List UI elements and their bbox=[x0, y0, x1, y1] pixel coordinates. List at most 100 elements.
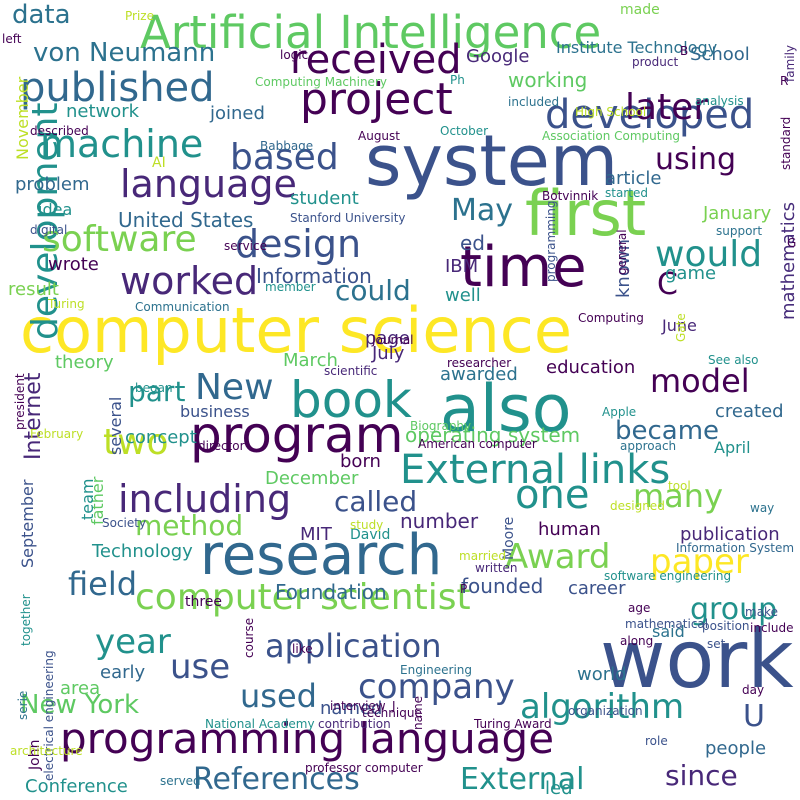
cloud-word: use bbox=[170, 647, 231, 687]
cloud-word: professor computer bbox=[305, 761, 423, 775]
cloud-word: von Neumann bbox=[33, 38, 216, 68]
cloud-word: including bbox=[118, 477, 292, 521]
cloud-word: like bbox=[292, 642, 313, 656]
cloud-word: company bbox=[358, 667, 515, 707]
cloud-word: approach bbox=[620, 439, 677, 453]
cloud-word: Gate bbox=[674, 313, 688, 342]
cloud-word: member bbox=[265, 280, 316, 294]
cloud-word: October bbox=[440, 124, 489, 138]
cloud-word: world bbox=[577, 664, 627, 685]
cloud-word: time bbox=[460, 235, 587, 300]
cloud-word: joined bbox=[210, 103, 265, 124]
cloud-word: set bbox=[707, 637, 726, 651]
cloud-word: mathematics bbox=[778, 201, 799, 320]
cloud-word: working bbox=[508, 68, 588, 92]
cloud-word: people bbox=[705, 738, 767, 759]
cloud-word: Google bbox=[466, 46, 530, 67]
cloud-word: MIT bbox=[300, 524, 332, 545]
cloud-word: described bbox=[30, 124, 89, 138]
cloud-word: since bbox=[665, 759, 738, 792]
cloud-word: several bbox=[106, 396, 125, 455]
cloud-word: married bbox=[459, 549, 507, 563]
cloud-word: September bbox=[18, 479, 37, 568]
cloud-word: Journal bbox=[372, 333, 414, 347]
cloud-word: July bbox=[372, 343, 405, 364]
cloud-word: received bbox=[290, 37, 462, 83]
cloud-word: based bbox=[230, 137, 339, 178]
cloud-word: many bbox=[633, 477, 723, 515]
cloud-word: digital bbox=[30, 223, 68, 237]
cloud-word: Botvinnik bbox=[542, 189, 599, 203]
cloud-word: data bbox=[12, 0, 71, 30]
cloud-word: J bbox=[392, 699, 396, 713]
cloud-word: idea bbox=[38, 200, 73, 219]
cloud-word: three bbox=[185, 594, 223, 610]
cloud-word: led bbox=[545, 778, 573, 799]
cloud-word: used bbox=[240, 677, 317, 715]
cloud-word: David bbox=[350, 527, 391, 543]
cloud-word: area bbox=[60, 678, 101, 699]
cloud-word: program bbox=[190, 406, 404, 464]
cloud-word: architecture bbox=[10, 744, 83, 758]
cloud-word: Biography bbox=[410, 419, 472, 433]
cloud-word: study bbox=[350, 518, 384, 532]
cloud-word: June bbox=[662, 316, 697, 335]
cloud-word: Technology bbox=[92, 541, 193, 562]
cloud-word: born bbox=[340, 451, 381, 472]
cloud-word: Conference bbox=[25, 776, 128, 797]
cloud-word: software bbox=[42, 219, 197, 260]
cloud-word: serie bbox=[16, 690, 30, 720]
cloud-word: Foundation bbox=[275, 580, 387, 604]
cloud-word: system bbox=[365, 120, 619, 202]
cloud-word: way bbox=[750, 501, 775, 515]
cloud-word: method bbox=[135, 509, 244, 542]
cloud-word: Institute Technology bbox=[556, 38, 718, 57]
cloud-word: service bbox=[224, 239, 267, 253]
cloud-word: Society bbox=[102, 516, 147, 530]
cloud-word: position bbox=[702, 619, 750, 633]
cloud-word: article bbox=[605, 168, 662, 189]
cloud-word: Engineering bbox=[400, 663, 472, 677]
cloud-word: algorithm bbox=[520, 687, 685, 727]
cloud-word: later bbox=[625, 87, 709, 128]
cloud-word: business bbox=[180, 402, 250, 421]
cloud-word: AI bbox=[152, 155, 166, 171]
cloud-word: School bbox=[690, 44, 750, 65]
cloud-word: career bbox=[568, 578, 626, 599]
cloud-word: Babbage bbox=[260, 139, 314, 153]
cloud-word: August bbox=[358, 129, 400, 143]
cloud-word: would bbox=[655, 234, 763, 275]
cloud-word: March bbox=[283, 350, 338, 371]
cloud-word: student bbox=[290, 188, 359, 209]
cloud-word: include bbox=[750, 621, 794, 635]
cloud-word: make bbox=[745, 605, 778, 619]
cloud-word: together bbox=[19, 594, 33, 646]
cloud-word: paper bbox=[650, 542, 749, 582]
cloud-word: book bbox=[290, 371, 412, 429]
cloud-word: Communication bbox=[135, 300, 230, 314]
cloud-word: course bbox=[242, 617, 256, 658]
cloud-word: worked bbox=[120, 259, 259, 303]
cloud-word: included bbox=[508, 95, 560, 109]
cloud-word: group bbox=[690, 592, 778, 627]
cloud-word: served bbox=[160, 774, 201, 788]
cloud-word: organization bbox=[568, 704, 643, 718]
cloud-word: U bbox=[743, 699, 765, 734]
cloud-word: May bbox=[451, 193, 514, 228]
cloud-word: year bbox=[95, 622, 171, 662]
cloud-word: researcher bbox=[447, 356, 512, 370]
cloud-word: computer science bbox=[20, 294, 573, 367]
cloud-word: founded bbox=[461, 574, 544, 598]
cloud-word: February bbox=[30, 427, 84, 441]
cloud-word: education bbox=[546, 357, 636, 378]
cloud-word: support bbox=[716, 224, 763, 238]
cloud-word: logic bbox=[280, 48, 309, 62]
cloud-word: Computing bbox=[578, 311, 644, 325]
cloud-word: team bbox=[78, 478, 97, 520]
cloud-word: programming language bbox=[60, 714, 555, 763]
cloud-word: day bbox=[742, 683, 765, 697]
cloud-word: product bbox=[632, 55, 679, 69]
cloud-word: See also bbox=[708, 353, 759, 367]
cloud-word: director bbox=[198, 439, 245, 453]
